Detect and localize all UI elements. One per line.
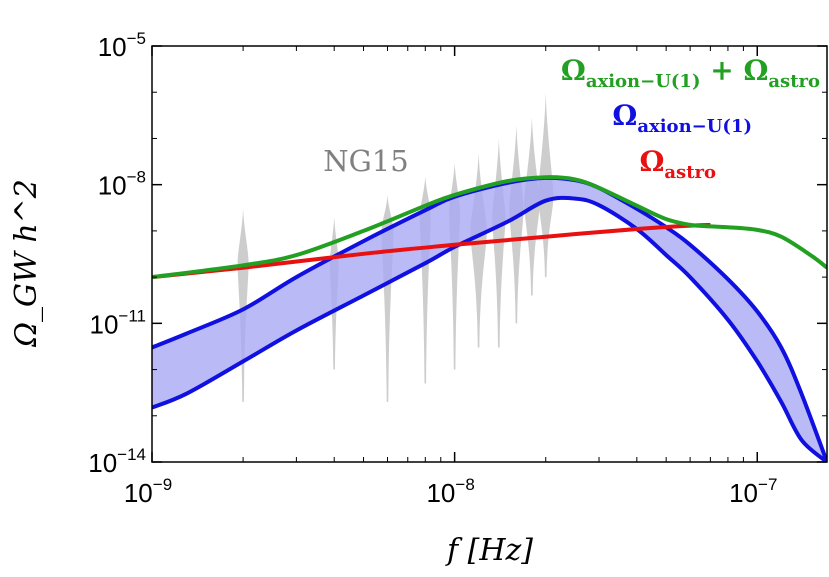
x-tick-label: 10−9 [124,475,172,508]
ng15-violin-6 [470,152,487,348]
legend-entry-3: Ωastro [639,145,716,183]
y-tick-label: 10−11 [90,306,147,339]
y-tick-label: 10−5 [98,29,146,62]
y-axis-label: Ω_GW h^2 [9,179,44,348]
axis-ticks: 10−9 10−8 10−7 10−14 10−11 10−8 10−5 [88,29,827,508]
legend-entry-2: Ωaxion−U(1) [612,99,752,137]
astro-line [152,222,711,280]
total-line [152,175,827,280]
plot-frame [151,45,828,463]
legend-entry-1: Ωaxion−U(1) + Ωastro [561,54,820,92]
series-lines [152,175,827,280]
axion-u1-band [152,175,827,462]
y-tick-label: 10−14 [88,445,146,478]
legend: Ωaxion−U(1) + Ωastro Ωaxion−U(1) Ωastro [561,54,820,183]
axion-u1-band-fill [152,177,827,462]
ng15-violin-1 [237,208,249,402]
x-tick-label: 10−7 [729,475,777,508]
x-axis-label: f [Hz] [445,533,533,568]
ng15-annotation: NG15 [323,144,408,178]
ng15-violin-8 [509,124,524,324]
y-tick-label: 10−8 [98,168,146,201]
axion-u1-lower-line [152,195,827,462]
x-tick-label: 10−8 [426,475,474,508]
